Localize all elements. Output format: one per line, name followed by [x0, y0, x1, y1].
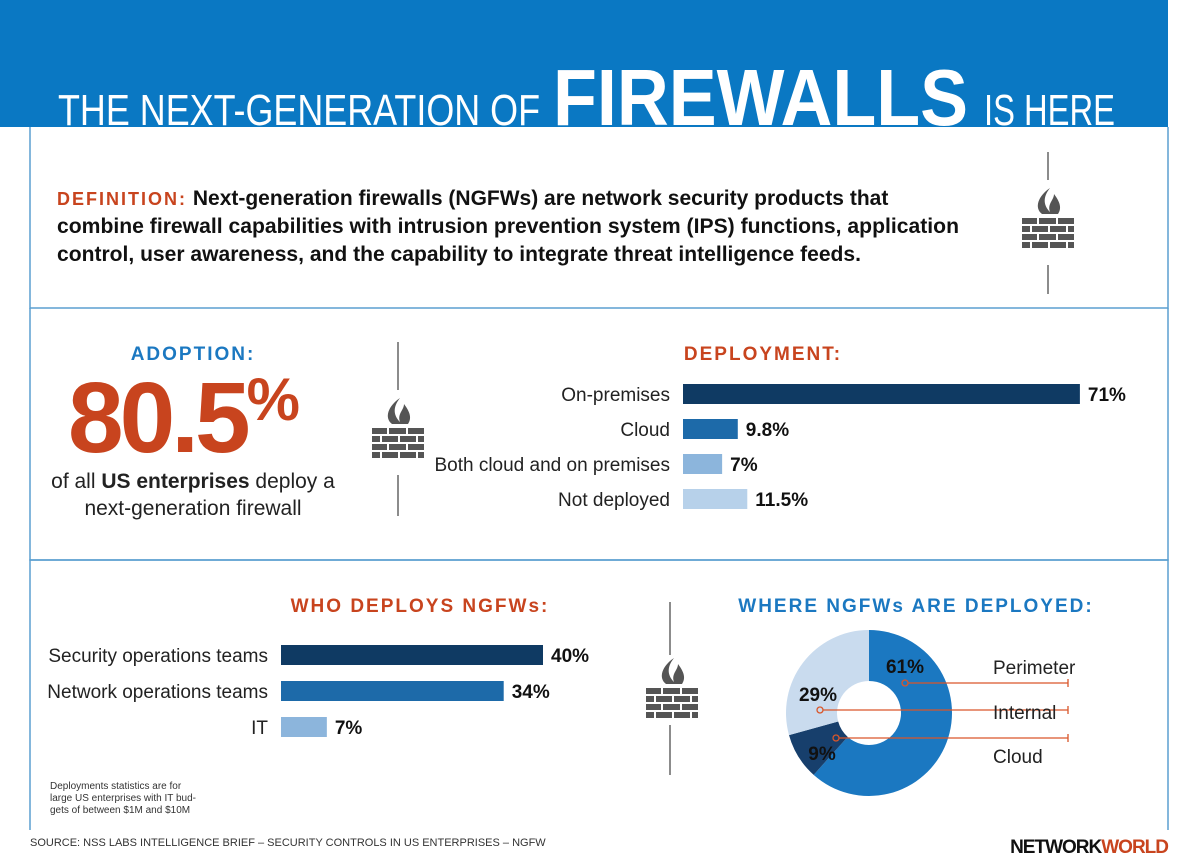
firewall-icon: [1022, 188, 1074, 248]
title: THE NEXT-GENERATION OF FIREWALLS IS HERE: [58, 53, 1115, 142]
adoption-title: ADOPTION:: [131, 344, 256, 365]
pie-slice: [786, 630, 869, 736]
leader-dot: [816, 706, 824, 714]
footnote: Deployments statistics are for: [50, 781, 182, 792]
pie-slice: [789, 721, 848, 775]
footnote: gets of between $1M and $10M: [50, 805, 190, 816]
firewall-icon: [646, 658, 698, 718]
bar-label: Both cloud and on premises: [434, 455, 670, 476]
caption-text: deploy a: [250, 470, 336, 493]
source: SOURCE: NSS LABS INTELLIGENCE BRIEF – SE…: [30, 837, 546, 849]
brand: NETWORKWORLD: [1010, 837, 1168, 858]
caption-text: of all: [51, 470, 101, 493]
definition-text: Next-generation firewalls (NGFWs) are ne…: [193, 187, 888, 210]
dividers: [397, 152, 1049, 775]
legend-label: Cloud: [993, 747, 1043, 768]
adoption-caption: next-generation firewall: [84, 497, 301, 520]
chart-title: WHERE NGFWs ARE DEPLOYED:: [738, 596, 1093, 617]
value-label: 29%: [799, 685, 837, 706]
header-band: [0, 0, 1168, 127]
bar-label: IT: [251, 718, 268, 739]
leader-dot: [901, 679, 909, 687]
bar: [683, 384, 1080, 404]
value-label: 9%: [808, 744, 836, 765]
bar-label: Not deployed: [558, 490, 670, 511]
bar: [683, 454, 723, 474]
brand-part: WORLD: [1101, 837, 1168, 858]
adoption-caption: of all US enterprises deploy a: [51, 470, 335, 493]
definition-line: control, user awareness, and the capabil…: [57, 243, 861, 266]
value-label: 34%: [512, 682, 550, 703]
pie-slice: [813, 630, 952, 797]
figure-unit: %: [247, 366, 300, 433]
adoption-figure: 80.5%: [68, 362, 300, 474]
bar: [281, 645, 543, 665]
firewall-icon: [372, 398, 424, 458]
value-label: 11.5%: [755, 490, 808, 511]
value-label: 40%: [551, 646, 589, 667]
caption-text: US enterprises: [101, 470, 249, 493]
title-part: FIREWALLS: [553, 53, 968, 142]
chart-title: WHO DEPLOYS NGFWs:: [291, 596, 550, 617]
definition-label: DEFINITION:: [57, 189, 187, 209]
frames: [29, 127, 1169, 830]
legend-label: Perimeter: [993, 658, 1076, 679]
value-label: 7%: [335, 718, 363, 739]
bar-label: Security operations teams: [48, 646, 268, 667]
value-label: 9.8%: [746, 420, 789, 441]
bar-label: Cloud: [620, 420, 670, 441]
definition-line: combine firewall capabilities with intru…: [57, 215, 959, 238]
legend-label: Internal: [993, 703, 1056, 724]
bar: [683, 489, 748, 509]
bar: [281, 681, 504, 701]
bar-label: On-premises: [561, 385, 670, 406]
value-label: 7%: [730, 455, 758, 476]
definition-line: DEFINITION: Next-generation firewalls (N…: [57, 187, 888, 210]
title-part: THE NEXT-GENERATION OF: [58, 86, 540, 135]
value-label: 61%: [886, 657, 924, 678]
brand-part: NETWORK: [1010, 837, 1102, 858]
bar-label: Network operations teams: [47, 682, 268, 703]
figure-number: 80.5: [68, 362, 248, 474]
definition: DEFINITION: Next-generation firewalls (N…: [57, 187, 959, 266]
title-part: IS HERE: [984, 86, 1115, 135]
footnote: large US enterprises with IT bud-: [50, 793, 196, 804]
bar: [281, 717, 327, 737]
bar: [683, 419, 738, 439]
chart-title: DEPLOYMENT:: [684, 344, 842, 365]
leader-dot: [832, 734, 840, 742]
value-label: 71%: [1088, 385, 1126, 406]
